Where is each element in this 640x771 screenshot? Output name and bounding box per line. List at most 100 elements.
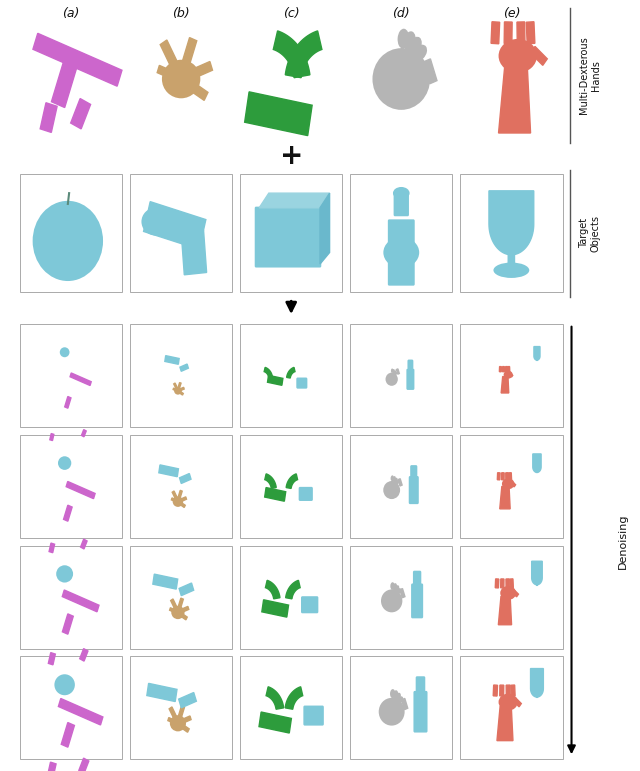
Ellipse shape <box>390 689 396 698</box>
Polygon shape <box>51 59 78 107</box>
Text: (e): (e) <box>502 7 520 20</box>
FancyBboxPatch shape <box>240 174 342 292</box>
Ellipse shape <box>395 67 406 87</box>
FancyBboxPatch shape <box>394 192 409 217</box>
Polygon shape <box>61 722 74 747</box>
Ellipse shape <box>387 598 392 604</box>
Polygon shape <box>66 481 95 499</box>
FancyBboxPatch shape <box>416 676 426 693</box>
Ellipse shape <box>392 369 395 373</box>
Polygon shape <box>262 600 289 617</box>
Ellipse shape <box>388 487 392 492</box>
Ellipse shape <box>388 597 393 604</box>
Polygon shape <box>396 369 399 374</box>
Ellipse shape <box>386 708 392 715</box>
Polygon shape <box>49 543 54 553</box>
Polygon shape <box>173 383 179 391</box>
Ellipse shape <box>397 29 409 49</box>
Ellipse shape <box>393 370 396 374</box>
Polygon shape <box>532 454 541 473</box>
Polygon shape <box>181 231 207 274</box>
Ellipse shape <box>389 698 395 707</box>
Polygon shape <box>81 539 87 549</box>
Ellipse shape <box>393 187 410 200</box>
FancyBboxPatch shape <box>411 584 423 618</box>
Polygon shape <box>266 581 280 599</box>
Polygon shape <box>534 347 540 360</box>
Ellipse shape <box>390 476 394 481</box>
Ellipse shape <box>392 583 397 591</box>
FancyBboxPatch shape <box>20 324 122 427</box>
Ellipse shape <box>390 487 393 493</box>
Ellipse shape <box>58 456 71 470</box>
FancyBboxPatch shape <box>460 324 563 427</box>
Ellipse shape <box>392 68 404 87</box>
Polygon shape <box>178 387 184 392</box>
Ellipse shape <box>141 207 170 236</box>
Polygon shape <box>180 364 188 372</box>
Polygon shape <box>177 716 191 725</box>
Polygon shape <box>506 579 509 588</box>
Polygon shape <box>268 375 283 386</box>
FancyBboxPatch shape <box>460 435 563 537</box>
Ellipse shape <box>399 52 413 71</box>
Polygon shape <box>33 33 122 86</box>
Polygon shape <box>47 763 56 771</box>
FancyBboxPatch shape <box>406 369 415 390</box>
Polygon shape <box>165 355 179 364</box>
Polygon shape <box>511 685 515 696</box>
FancyBboxPatch shape <box>350 656 452 759</box>
Polygon shape <box>65 396 71 408</box>
Polygon shape <box>147 683 177 702</box>
FancyBboxPatch shape <box>240 435 342 537</box>
Polygon shape <box>504 22 512 44</box>
Polygon shape <box>285 687 303 709</box>
Polygon shape <box>265 487 285 501</box>
Polygon shape <box>70 99 91 129</box>
Ellipse shape <box>398 49 410 69</box>
Polygon shape <box>179 583 194 596</box>
Polygon shape <box>510 481 516 487</box>
Polygon shape <box>500 579 504 588</box>
Polygon shape <box>526 22 535 44</box>
Polygon shape <box>50 433 54 440</box>
Ellipse shape <box>391 700 397 708</box>
Ellipse shape <box>394 585 399 592</box>
FancyBboxPatch shape <box>303 705 324 726</box>
FancyBboxPatch shape <box>460 546 563 648</box>
FancyBboxPatch shape <box>350 435 452 537</box>
Ellipse shape <box>391 373 394 377</box>
Ellipse shape <box>390 582 395 590</box>
FancyBboxPatch shape <box>130 656 232 759</box>
Text: (d): (d) <box>392 7 410 20</box>
Polygon shape <box>157 66 182 82</box>
Polygon shape <box>273 31 310 78</box>
Ellipse shape <box>170 715 186 732</box>
Polygon shape <box>168 718 179 725</box>
Ellipse shape <box>500 586 516 600</box>
Ellipse shape <box>391 483 396 489</box>
Ellipse shape <box>390 377 393 381</box>
FancyBboxPatch shape <box>20 435 122 537</box>
Polygon shape <box>264 367 273 378</box>
Polygon shape <box>177 390 183 395</box>
Ellipse shape <box>162 60 200 99</box>
Ellipse shape <box>502 478 515 490</box>
FancyBboxPatch shape <box>350 546 452 648</box>
Polygon shape <box>285 31 322 78</box>
Text: (b): (b) <box>172 7 190 20</box>
FancyBboxPatch shape <box>20 174 122 292</box>
Ellipse shape <box>403 32 415 51</box>
Polygon shape <box>500 685 504 696</box>
Polygon shape <box>177 382 181 391</box>
Polygon shape <box>501 376 509 393</box>
Ellipse shape <box>391 369 394 372</box>
FancyBboxPatch shape <box>130 435 232 537</box>
Polygon shape <box>509 372 513 377</box>
Polygon shape <box>398 479 402 486</box>
Text: +: + <box>280 142 303 170</box>
Ellipse shape <box>392 690 398 699</box>
Ellipse shape <box>396 48 408 68</box>
Polygon shape <box>177 38 196 81</box>
Polygon shape <box>49 652 55 665</box>
